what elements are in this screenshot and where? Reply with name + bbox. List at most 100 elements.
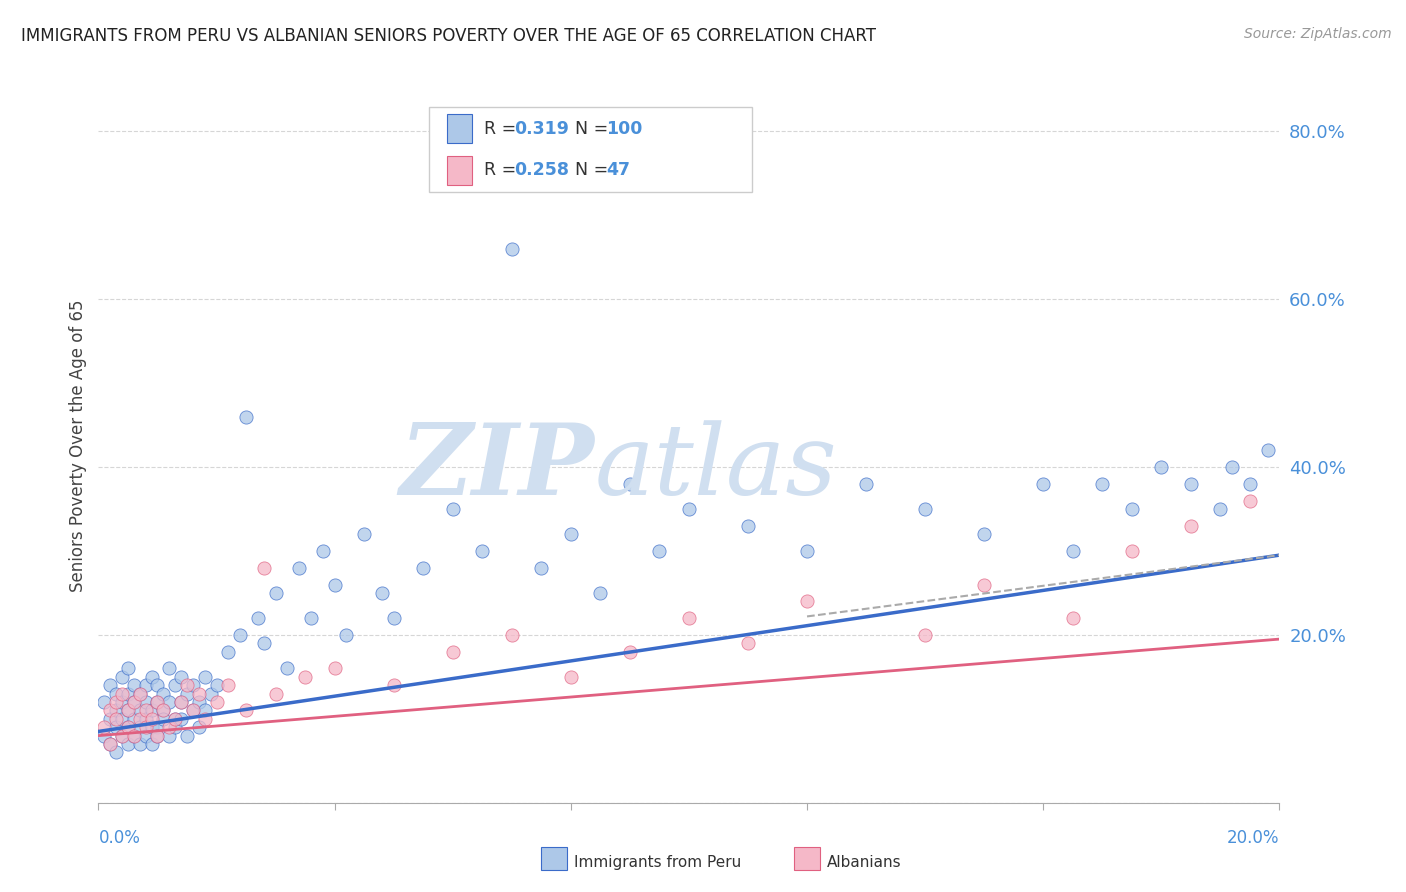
Point — [648, 544, 671, 558]
Point — [128, 703, 150, 717]
Point — [229, 628, 252, 642]
Point — [1180, 518, 1202, 533]
Point — [187, 695, 209, 709]
Text: N =: N = — [575, 120, 614, 137]
Point — [353, 527, 375, 541]
Text: IMMIGRANTS FROM PERU VS ALBANIAN SENIORS POVERTY OVER THE AGE OF 65 CORRELATION : IMMIGRANTS FROM PERU VS ALBANIAN SENIORS… — [21, 27, 876, 45]
Point — [914, 502, 936, 516]
Point — [93, 729, 115, 743]
Point — [141, 720, 163, 734]
Point — [312, 544, 335, 558]
Point — [117, 661, 139, 675]
Point — [441, 502, 464, 516]
Point — [122, 695, 145, 709]
Point — [117, 703, 139, 717]
Point — [253, 560, 276, 574]
Point — [146, 729, 169, 743]
Point — [122, 695, 145, 709]
Point — [141, 703, 163, 717]
Point — [382, 678, 405, 692]
Point — [560, 527, 582, 541]
Point — [187, 720, 209, 734]
Point — [619, 645, 641, 659]
Text: 20.0%: 20.0% — [1227, 829, 1279, 847]
Point — [146, 695, 169, 709]
Point — [264, 687, 287, 701]
Point — [253, 636, 276, 650]
Point — [128, 737, 150, 751]
Point — [117, 720, 139, 734]
Point — [146, 720, 169, 734]
Text: 47: 47 — [606, 161, 630, 179]
Point — [157, 695, 180, 709]
Point — [165, 720, 187, 734]
Point — [235, 703, 257, 717]
Point — [128, 712, 150, 726]
Point — [1091, 476, 1114, 491]
Point — [111, 729, 134, 743]
Point — [146, 695, 169, 709]
Point — [299, 611, 322, 625]
Point — [176, 678, 198, 692]
Point — [98, 737, 121, 751]
Point — [441, 645, 464, 659]
Point — [560, 670, 582, 684]
Point — [152, 703, 174, 717]
Point — [111, 729, 134, 743]
Point — [117, 687, 139, 701]
Point — [205, 695, 228, 709]
Point — [1062, 544, 1084, 558]
Point — [105, 695, 128, 709]
Text: ZIP: ZIP — [399, 419, 595, 516]
Point — [117, 737, 139, 751]
Point — [471, 544, 494, 558]
Text: N =: N = — [575, 161, 614, 179]
Point — [1032, 476, 1054, 491]
Point — [194, 703, 217, 717]
Point — [122, 678, 145, 692]
Point — [157, 661, 180, 675]
Point — [141, 737, 163, 751]
Point — [98, 712, 121, 726]
Point — [165, 712, 187, 726]
Point — [235, 409, 257, 424]
Point — [181, 703, 204, 717]
Point — [1209, 502, 1232, 516]
Point — [501, 242, 523, 256]
Point — [1180, 476, 1202, 491]
Point — [176, 729, 198, 743]
Point — [294, 670, 316, 684]
Point — [128, 720, 150, 734]
Text: 100: 100 — [606, 120, 643, 137]
Point — [135, 729, 157, 743]
Text: 0.258: 0.258 — [515, 161, 569, 179]
Point — [105, 720, 128, 734]
Point — [105, 687, 128, 701]
Point — [288, 560, 311, 574]
Point — [117, 720, 139, 734]
Point — [1239, 493, 1261, 508]
Point — [335, 628, 357, 642]
Point — [973, 577, 995, 591]
Point — [501, 628, 523, 642]
Point — [122, 712, 145, 726]
Point — [165, 712, 187, 726]
Point — [146, 729, 169, 743]
Point — [276, 661, 298, 675]
Point — [217, 678, 239, 692]
Point — [796, 544, 818, 558]
Point — [128, 687, 150, 701]
Point — [141, 712, 163, 726]
Point — [530, 560, 553, 574]
Point — [1239, 476, 1261, 491]
Point — [205, 678, 228, 692]
Point — [678, 502, 700, 516]
Point — [371, 586, 394, 600]
Point — [323, 577, 346, 591]
Point — [105, 746, 128, 760]
Point — [264, 586, 287, 600]
Point — [194, 712, 217, 726]
Point — [217, 645, 239, 659]
Point — [589, 586, 612, 600]
Point — [181, 703, 204, 717]
